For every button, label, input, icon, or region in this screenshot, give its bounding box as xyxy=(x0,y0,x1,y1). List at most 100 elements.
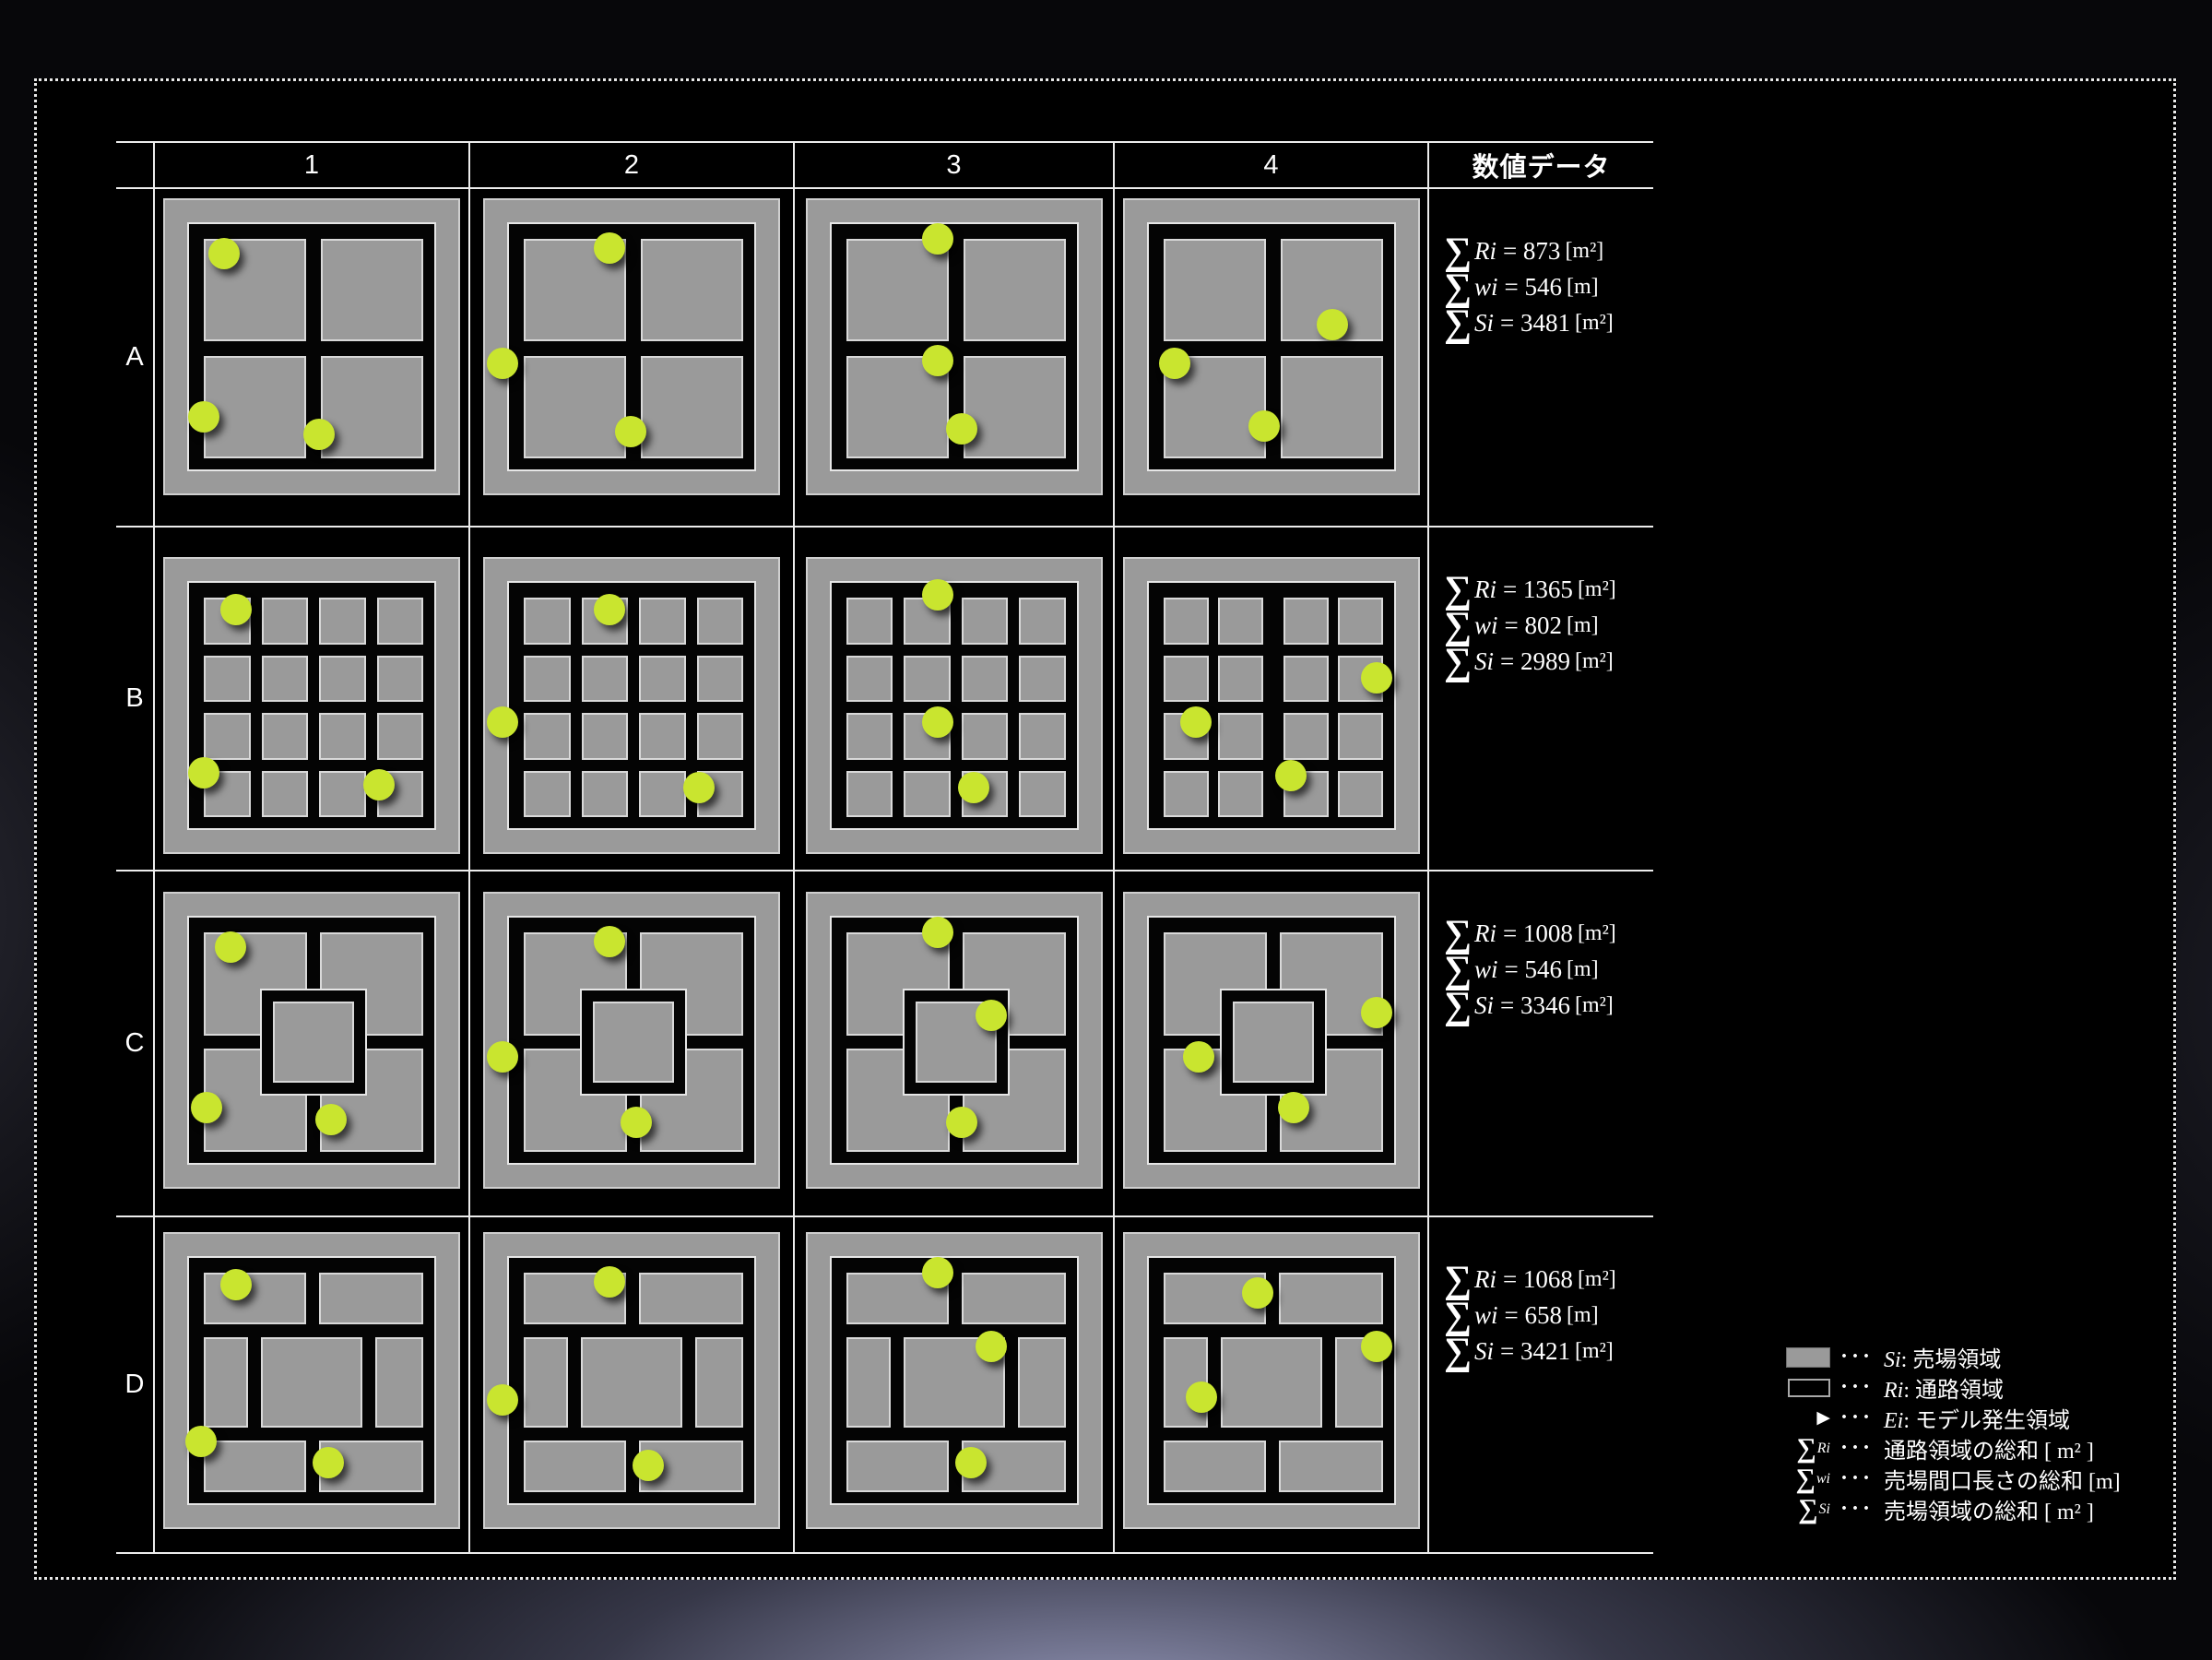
sales-area-block xyxy=(641,356,743,458)
metric-value: = 802 xyxy=(1504,611,1562,639)
model-point-dot xyxy=(487,348,519,380)
sales-area-block xyxy=(639,770,686,817)
floor-plan xyxy=(805,198,1103,495)
model-point-dot xyxy=(922,344,954,376)
model-point-dot xyxy=(362,768,395,800)
metric-value: = 2989 xyxy=(1499,647,1570,675)
sales-area-block xyxy=(963,356,1066,458)
sales-area-block xyxy=(1019,770,1066,817)
sales-area-block xyxy=(204,655,251,702)
sigma-subscript: Ri xyxy=(1816,1440,1830,1456)
sales-area-block xyxy=(639,655,686,702)
sales-area-block xyxy=(640,1049,743,1152)
sales-area-block xyxy=(1220,1337,1322,1428)
legend-dots: ··· xyxy=(1839,1375,1874,1399)
metric-unit: [m²] xyxy=(1577,1267,1616,1291)
sales-area-block xyxy=(1019,598,1066,645)
floor-plan-cell xyxy=(1115,1217,1429,1554)
sales-area-block xyxy=(204,1441,306,1492)
metric-variable: Ri xyxy=(1473,919,1496,947)
metric-variable: Ri xyxy=(1473,1265,1496,1293)
sales-area-block xyxy=(319,655,366,702)
model-point-dot xyxy=(187,401,219,433)
model-point-dot xyxy=(1179,706,1212,739)
metric-formula: ∑ Si = 2989 [m²] xyxy=(1444,643,1653,682)
model-point-dot xyxy=(1159,348,1191,380)
sales-area-block xyxy=(1337,713,1383,760)
floor-plan-cell xyxy=(155,872,470,1217)
model-point-dot xyxy=(945,412,977,445)
sales-area-block xyxy=(1278,1273,1383,1324)
sigma-symbol: ∑ xyxy=(1444,568,1472,611)
sales-area-block xyxy=(846,1337,891,1428)
sales-area-block xyxy=(696,655,743,702)
sigma-symbol: ∑ xyxy=(1444,1330,1472,1373)
metric-formula: ∑ Si = 3421 [m²] xyxy=(1444,1330,1653,1373)
floor-plan xyxy=(483,892,780,1189)
floor-plan xyxy=(163,198,460,495)
floor-plan-cell xyxy=(470,189,795,528)
legend-label: 通路領域の総和 [ m² ] xyxy=(1884,1440,2094,1464)
model-point-dot xyxy=(1361,1331,1393,1363)
metric-unit: [m²] xyxy=(1574,1339,1614,1363)
legend-label: Ei: モデル発生領域 xyxy=(1884,1409,2070,1433)
metric-unit: [m²] xyxy=(1577,921,1616,945)
metric-variable: Si xyxy=(1473,1337,1494,1365)
sales-area-block xyxy=(696,598,743,645)
model-point-dot xyxy=(957,771,989,803)
sales-area-block xyxy=(261,1337,362,1428)
sales-area-block xyxy=(1163,770,1209,817)
metric-unit: [m²] xyxy=(1577,577,1616,601)
model-point-dot xyxy=(922,706,954,739)
model-point-dot xyxy=(976,1000,1008,1032)
floor-plan-cell xyxy=(795,528,1115,872)
sales-area-block xyxy=(321,356,423,458)
model-point-dot xyxy=(614,416,646,448)
metric-unit: [m] xyxy=(1566,1303,1599,1327)
floor-plan-cell xyxy=(795,1217,1115,1554)
legend-variable: Si xyxy=(1884,1348,1901,1372)
model-point-dot xyxy=(315,1103,348,1135)
sales-area-block xyxy=(639,598,686,645)
column-header-3: 3 xyxy=(795,143,1115,189)
sales-area-block xyxy=(524,598,571,645)
metric-formula: ∑ wi = 658 [m] xyxy=(1444,1294,1653,1337)
sigma-icon: ∑ xyxy=(1796,1432,1816,1464)
model-point-dot xyxy=(1274,760,1307,792)
sales-area-block xyxy=(321,239,423,341)
metric-unit: [m²] xyxy=(1574,311,1614,335)
legend-symbol: ∑ Ri xyxy=(1745,1432,1830,1464)
model-point-dot xyxy=(621,1106,653,1138)
floor-plan-cell xyxy=(155,1217,470,1554)
row-label-A: A xyxy=(116,189,155,528)
metric-unit: [m] xyxy=(1566,957,1599,981)
model-point-dot xyxy=(1242,1277,1274,1310)
data-column-header: 数値データ xyxy=(1429,143,1653,189)
legend: ··· Si: 売場領域 ··· Ri: 通路領域 ▶ ··· Ei: モデル発生領域 ∑ Ri… xyxy=(1745,1342,2121,1524)
model-point-dot xyxy=(922,578,954,611)
legend-item: ▶ ··· Ei: モデル発生領域 xyxy=(1745,1403,2121,1433)
metric-value: = 658 xyxy=(1504,1301,1562,1329)
sales-area-block xyxy=(375,1337,423,1428)
sales-area-block xyxy=(204,713,251,760)
sales-area-block xyxy=(261,655,308,702)
floor-plan xyxy=(805,557,1103,854)
metric-value: = 3481 xyxy=(1499,309,1570,337)
sales-area-block xyxy=(961,598,1008,645)
floor-plan-cell xyxy=(795,189,1115,528)
sales-area-block xyxy=(319,713,366,760)
legend-dots: ··· xyxy=(1839,1497,1874,1521)
metric-variable: Si xyxy=(1473,991,1494,1019)
sales-area-block xyxy=(1163,239,1266,341)
legend-dots: ··· xyxy=(1839,1436,1874,1460)
center-sales-block xyxy=(593,1002,674,1083)
floor-plan-cell xyxy=(470,1217,795,1554)
sales-area-block xyxy=(1163,1441,1266,1492)
sales-area-block xyxy=(376,598,423,645)
sigma-symbol: ∑ xyxy=(1444,1294,1472,1337)
metric-variable: Si xyxy=(1473,309,1494,337)
sales-area-block xyxy=(904,770,951,817)
sales-area-block xyxy=(581,770,628,817)
sigma-symbol: ∑ xyxy=(1444,302,1472,345)
model-point-dot xyxy=(922,1256,954,1288)
